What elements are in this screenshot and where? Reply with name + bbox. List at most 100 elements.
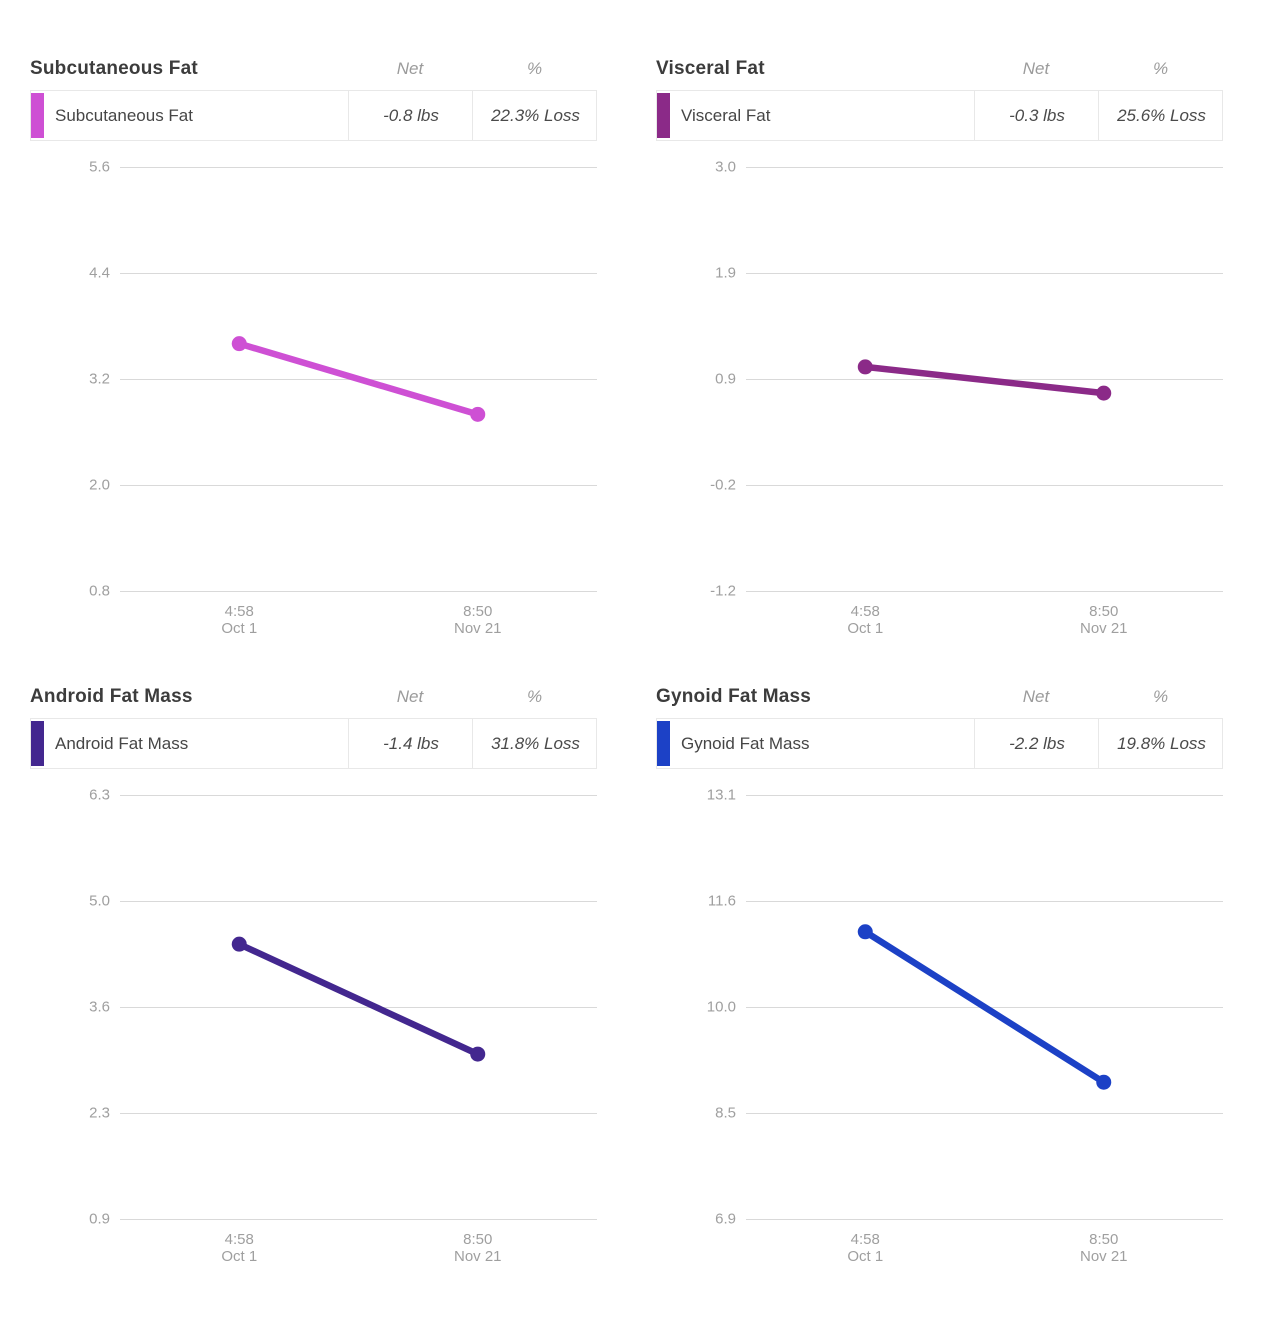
gridline [746, 1219, 1223, 1220]
gridline [120, 167, 597, 168]
x-axis-label-date: Oct 1 [221, 620, 258, 637]
gridline [746, 795, 1223, 796]
y-axis-tick-label: 8.5 [715, 1104, 736, 1122]
x-axis-label-time: 4:58 [224, 603, 254, 620]
percent-value: 19.8% Loss [1098, 719, 1224, 768]
data-point [857, 924, 873, 940]
x-axis-label: 4:58 Oct 1 [795, 603, 935, 637]
data-point [470, 1046, 486, 1062]
gridline [120, 1219, 597, 1220]
y-axis-tick-label: 1.9 [715, 264, 736, 282]
x-axis-label: 8:50 Nov 21 [408, 603, 548, 637]
x-axis-label-date: Nov 21 [1079, 1248, 1128, 1265]
x-axis-label-time: 8:50 [1089, 603, 1119, 620]
chart-title: Gynoid Fat Mass [656, 686, 812, 707]
plot-area: 3.0 1.9 0.9 -0.2 -1.2 [656, 159, 1223, 600]
gridline [120, 273, 597, 274]
x-axis-label-time: 4:58 [850, 1231, 880, 1248]
gridline [120, 795, 597, 796]
x-axis-label-time: 8:50 [1089, 1231, 1119, 1248]
legend-row: Gynoid Fat Mass -2.2 lbs 19.8% Loss [656, 718, 1223, 769]
y-axis-tick-label: 0.9 [715, 370, 736, 388]
chart-android-fat-mass: Android Fat Mass Net % Android Fat Mass … [30, 683, 597, 1275]
percent-column-header: % [526, 687, 543, 706]
y-axis-tick-label: 5.6 [89, 158, 110, 176]
x-axis-label: 8:50 Nov 21 [1034, 1231, 1174, 1265]
series-color-swatch [31, 721, 44, 766]
x-axis-label-time: 4:58 [224, 1231, 254, 1248]
series-color-swatch [657, 721, 670, 766]
legend-row: Android Fat Mass -1.4 lbs 31.8% Loss [30, 718, 597, 769]
percent-column-header: % [526, 59, 543, 78]
x-axis-label-time: 8:50 [463, 603, 493, 620]
gridline [120, 1007, 597, 1008]
y-axis-tick-label: -0.2 [710, 476, 736, 494]
net-column-header: Net [396, 687, 424, 706]
y-axis-tick-label: 0.8 [89, 582, 110, 600]
x-axis-label: 4:58 Oct 1 [169, 1231, 309, 1265]
y-axis-tick-label: 6.9 [715, 1210, 736, 1228]
y-axis-tick-label: 6.3 [89, 786, 110, 804]
x-axis-label-date: Nov 21 [453, 1248, 502, 1265]
y-axis-tick-label: 10.0 [706, 998, 736, 1016]
y-axis-tick-label: 2.3 [89, 1104, 110, 1122]
series-line-layer [857, 924, 1112, 1090]
series-line-layer [231, 936, 486, 1062]
gridline [120, 901, 597, 902]
legend-row: Subcutaneous Fat -0.8 lbs 22.3% Loss [30, 90, 597, 141]
y-axis-tick-label: 0.9 [89, 1210, 110, 1228]
chart-title: Visceral Fat [656, 58, 765, 79]
net-column-header: Net [1022, 687, 1050, 706]
gridline [746, 901, 1223, 902]
data-point [1096, 385, 1112, 401]
percent-column-header: % [1152, 59, 1169, 78]
net-value: -0.3 lbs [974, 91, 1099, 140]
y-axis-tick-label: 4.4 [89, 264, 110, 282]
plot-area: 5.6 4.4 3.2 2.0 0.8 [30, 159, 597, 600]
data-point [857, 359, 873, 375]
x-axis-label-time: 4:58 [850, 603, 880, 620]
x-axis-label-time: 8:50 [463, 1231, 493, 1248]
gridline [746, 167, 1223, 168]
series-line [862, 363, 1107, 397]
chart-title: Android Fat Mass [30, 686, 193, 707]
x-axis-label: 4:58 Oct 1 [169, 603, 309, 637]
y-axis-tick-label: 11.6 [707, 892, 736, 910]
x-axis-label: 8:50 Nov 21 [1034, 603, 1174, 637]
x-axis-label: 8:50 Nov 21 [408, 1231, 548, 1265]
percent-value: 31.8% Loss [472, 719, 598, 768]
gridline [746, 1113, 1223, 1114]
y-axis-tick-label: 3.2 [89, 370, 110, 388]
chart-subcutaneous-fat: Subcutaneous Fat Net % Subcutaneous Fat … [30, 55, 597, 647]
data-point [470, 406, 486, 422]
x-axis-label-date: Oct 1 [221, 1248, 258, 1265]
chart-visceral-fat: Visceral Fat Net % Visceral Fat -0.3 lbs… [656, 55, 1223, 647]
series-color-swatch [657, 93, 670, 138]
series-line [862, 928, 1107, 1086]
net-value: -0.8 lbs [348, 91, 473, 140]
plot-area: 13.1 11.6 10.0 8.5 6.9 [656, 787, 1223, 1228]
y-axis-tick-label: -1.2 [710, 582, 736, 600]
series-line-layer [857, 359, 1112, 401]
net-value: -2.2 lbs [974, 719, 1099, 768]
series-line-layer [231, 336, 486, 422]
x-axis-label: 4:58 Oct 1 [795, 1231, 935, 1265]
series-line [236, 340, 481, 418]
plot-area: 6.3 5.0 3.6 2.3 0.9 [30, 787, 597, 1228]
x-axis-label-date: Oct 1 [847, 1248, 884, 1265]
x-axis-label-date: Nov 21 [453, 620, 502, 637]
series-line [236, 940, 481, 1058]
x-axis-label-date: Oct 1 [847, 620, 884, 637]
series-color-swatch [31, 93, 44, 138]
percent-value: 22.3% Loss [472, 91, 598, 140]
gridline [120, 1113, 597, 1114]
gridline [120, 591, 597, 592]
y-axis-tick-label: 3.0 [715, 158, 736, 176]
gridline [746, 591, 1223, 592]
data-point [1096, 1074, 1112, 1090]
series-label: Gynoid Fat Mass [681, 734, 810, 753]
gridline [746, 273, 1223, 274]
y-axis-tick-label: 5.0 [89, 892, 110, 910]
x-axis-label-date: Nov 21 [1079, 620, 1128, 637]
percent-value: 25.6% Loss [1098, 91, 1224, 140]
